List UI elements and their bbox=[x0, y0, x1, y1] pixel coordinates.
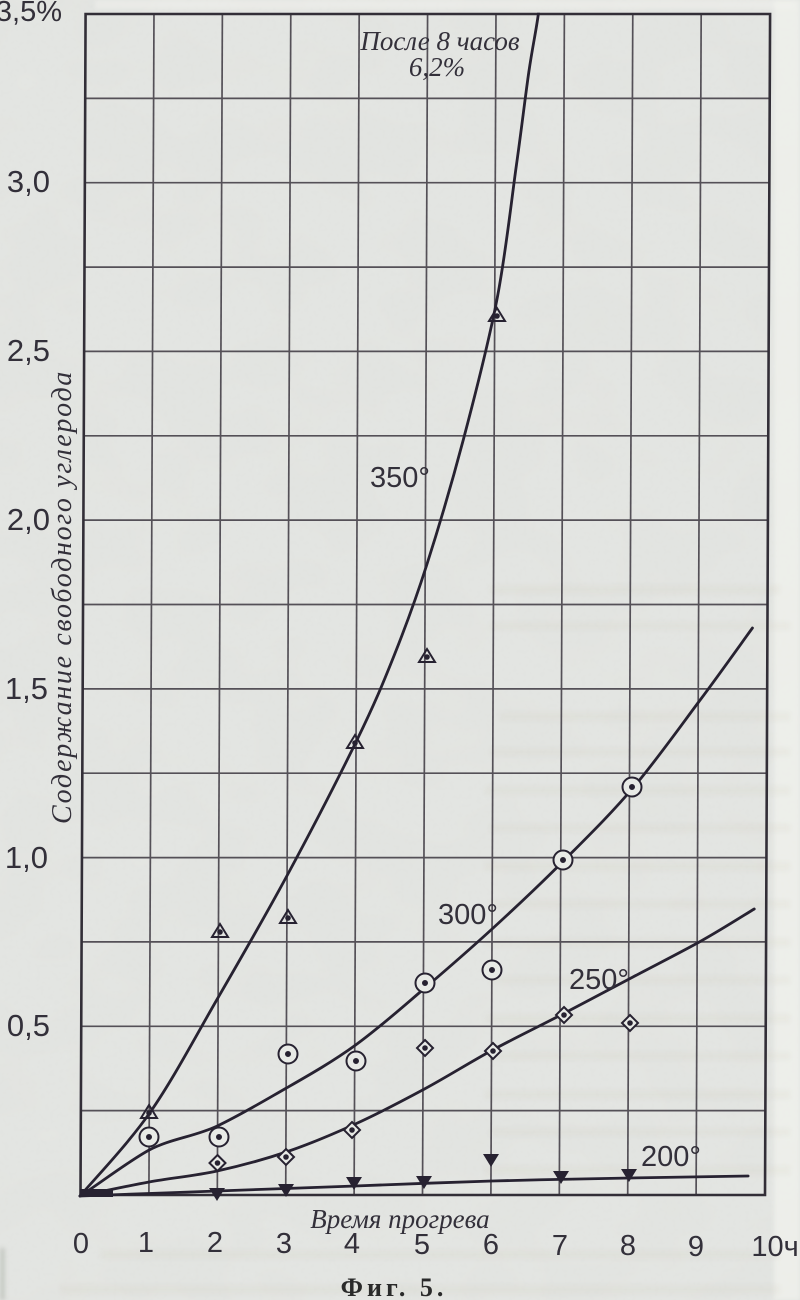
svg-text:1,5: 1,5 bbox=[5, 671, 48, 706]
svg-text:1: 1 bbox=[138, 1227, 154, 1259]
svg-text:2,0: 2,0 bbox=[7, 502, 50, 537]
svg-text:2,5: 2,5 bbox=[7, 333, 50, 368]
svg-text:0: 0 bbox=[73, 1228, 89, 1260]
svg-text:Содержание свободного углерода: Содержание свободного углерода bbox=[47, 370, 78, 824]
svg-text:6,2%: 6,2% bbox=[409, 52, 465, 82]
svg-text:8: 8 bbox=[620, 1230, 636, 1262]
svg-text:2: 2 bbox=[207, 1227, 223, 1259]
svg-text:5: 5 bbox=[414, 1229, 430, 1261]
svg-text:6: 6 bbox=[483, 1229, 499, 1261]
svg-text:7: 7 bbox=[552, 1230, 568, 1262]
svg-text:350°: 350° bbox=[370, 462, 430, 494]
svg-text:9: 9 bbox=[688, 1231, 704, 1263]
svg-text:4: 4 bbox=[344, 1228, 360, 1260]
svg-text:3,5%: 3,5% bbox=[0, 0, 62, 28]
svg-text:200°: 200° bbox=[641, 1141, 701, 1173]
svg-text:3,0: 3,0 bbox=[7, 164, 50, 199]
svg-text:10ч: 10ч bbox=[751, 1231, 798, 1263]
svg-text:После 8 часов: После 8 часов bbox=[359, 26, 520, 56]
svg-text:0,5: 0,5 bbox=[7, 1008, 50, 1043]
svg-text:Фиг. 5.: Фиг. 5. bbox=[341, 1273, 448, 1300]
svg-text:1,0: 1,0 bbox=[5, 840, 48, 875]
svg-text:300°: 300° bbox=[438, 899, 498, 931]
svg-text:250°: 250° bbox=[569, 964, 629, 996]
svg-text:3: 3 bbox=[276, 1228, 292, 1260]
svg-text:Время прогрева: Время прогрева bbox=[310, 1204, 489, 1234]
